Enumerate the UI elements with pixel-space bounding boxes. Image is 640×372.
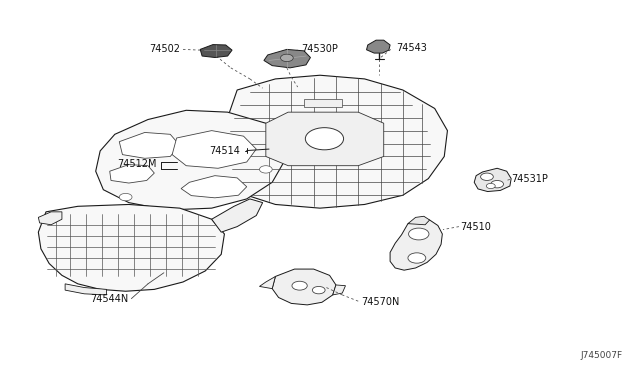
Polygon shape xyxy=(367,40,390,53)
Polygon shape xyxy=(474,168,511,192)
Text: 74502: 74502 xyxy=(149,44,180,54)
Polygon shape xyxy=(304,99,342,107)
Text: 74530P: 74530P xyxy=(301,44,338,54)
Polygon shape xyxy=(212,199,262,232)
Polygon shape xyxy=(181,176,246,198)
Circle shape xyxy=(481,173,493,180)
Circle shape xyxy=(305,128,344,150)
Polygon shape xyxy=(172,131,256,168)
Polygon shape xyxy=(272,269,336,305)
Text: 74544N: 74544N xyxy=(91,294,129,304)
Polygon shape xyxy=(200,45,232,58)
Circle shape xyxy=(259,166,272,173)
Polygon shape xyxy=(38,205,225,291)
Circle shape xyxy=(119,193,132,201)
Polygon shape xyxy=(119,132,180,158)
Text: 74531P: 74531P xyxy=(511,174,548,184)
Polygon shape xyxy=(333,285,346,295)
Polygon shape xyxy=(38,212,62,225)
Text: J745007F: J745007F xyxy=(580,350,623,359)
Circle shape xyxy=(408,253,426,263)
Circle shape xyxy=(312,286,325,294)
Polygon shape xyxy=(65,284,106,295)
Polygon shape xyxy=(221,75,447,208)
Polygon shape xyxy=(259,276,275,289)
Circle shape xyxy=(491,180,504,188)
Text: 74512M: 74512M xyxy=(116,159,156,169)
Polygon shape xyxy=(408,216,429,225)
Polygon shape xyxy=(96,110,285,210)
Polygon shape xyxy=(266,112,384,166)
Text: 74514: 74514 xyxy=(209,146,241,156)
Polygon shape xyxy=(264,49,310,68)
Text: 74570N: 74570N xyxy=(362,297,400,307)
Circle shape xyxy=(486,183,495,189)
Text: 74510: 74510 xyxy=(460,222,491,232)
Circle shape xyxy=(408,228,429,240)
Polygon shape xyxy=(109,164,154,183)
Polygon shape xyxy=(390,219,442,270)
Circle shape xyxy=(292,281,307,290)
Circle shape xyxy=(280,54,293,62)
Text: 74543: 74543 xyxy=(396,42,428,52)
